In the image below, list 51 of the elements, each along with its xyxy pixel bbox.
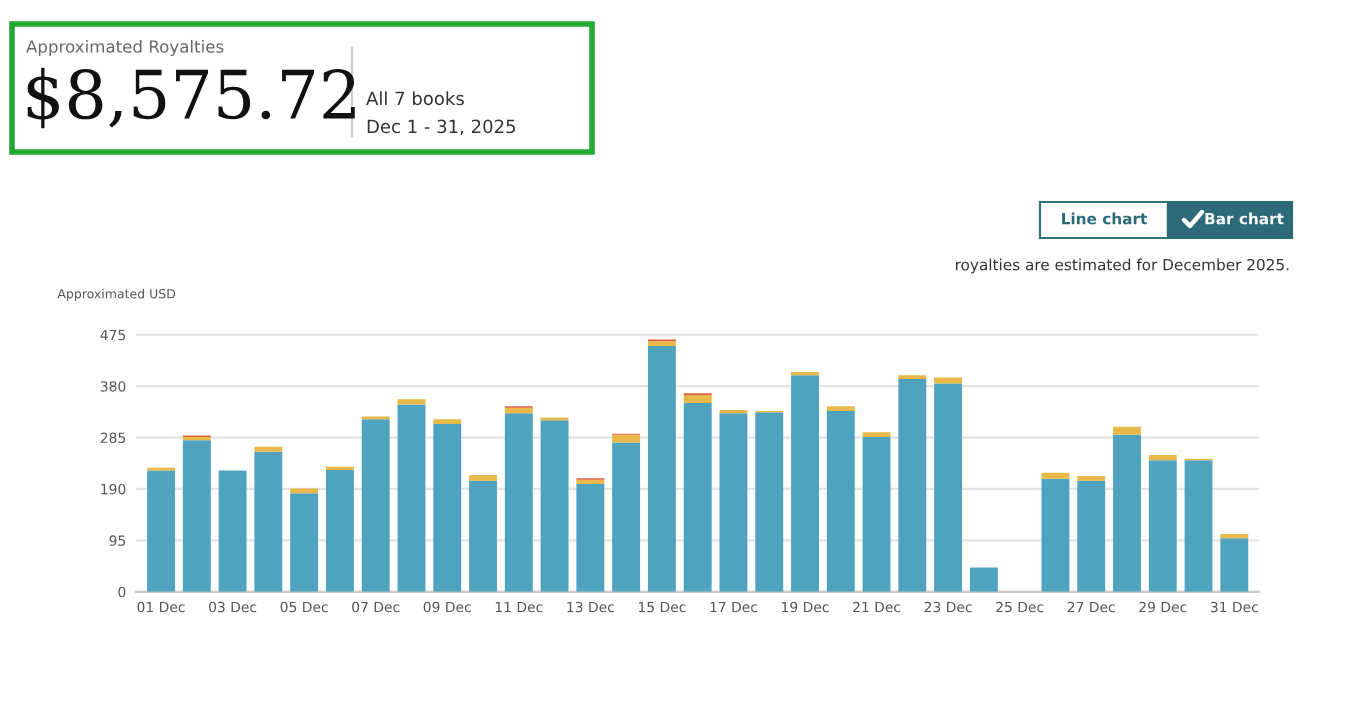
bar <box>826 411 855 592</box>
bar <box>1077 475 1106 481</box>
bar <box>290 488 319 494</box>
bar <box>969 567 998 592</box>
bar <box>433 424 462 592</box>
bar <box>1041 478 1070 592</box>
bar <box>862 432 891 438</box>
bar <box>1220 538 1249 592</box>
bar <box>397 404 426 592</box>
text: Dec 1 - 31, 2025 <box>367 119 515 136</box>
text: All 7 books <box>366 91 464 106</box>
bar <box>576 484 605 592</box>
bar <box>1148 460 1177 592</box>
bar <box>540 420 569 592</box>
text: $8,575.72 <box>27 67 355 129</box>
bar <box>826 406 855 412</box>
bar <box>1113 426 1141 435</box>
bar <box>254 451 283 592</box>
bar <box>791 375 819 592</box>
bar <box>469 480 497 592</box>
bar <box>218 470 247 592</box>
bar <box>504 407 533 414</box>
bar <box>612 434 641 443</box>
bar <box>862 437 891 592</box>
bar <box>1184 460 1213 592</box>
bar <box>433 419 462 425</box>
bar <box>1148 454 1177 461</box>
bar <box>1077 480 1106 592</box>
bar <box>576 479 605 485</box>
text: Approximated Royalties <box>26 39 224 57</box>
bar <box>612 442 641 592</box>
bar <box>469 474 497 481</box>
bar <box>1220 533 1249 539</box>
bar <box>325 470 354 592</box>
bar <box>397 399 426 405</box>
bar <box>182 440 211 592</box>
bar <box>647 341 676 347</box>
bar <box>1041 472 1070 479</box>
bar <box>683 402 712 592</box>
bar <box>254 446 283 452</box>
bar <box>504 413 533 592</box>
bar <box>147 470 175 592</box>
bar <box>934 383 963 592</box>
bar <box>290 493 319 592</box>
bar <box>755 412 784 592</box>
bar <box>683 395 712 403</box>
bar <box>898 379 927 592</box>
bar <box>647 346 676 592</box>
bar <box>719 413 748 592</box>
bar <box>361 419 390 592</box>
bar <box>1113 434 1141 592</box>
